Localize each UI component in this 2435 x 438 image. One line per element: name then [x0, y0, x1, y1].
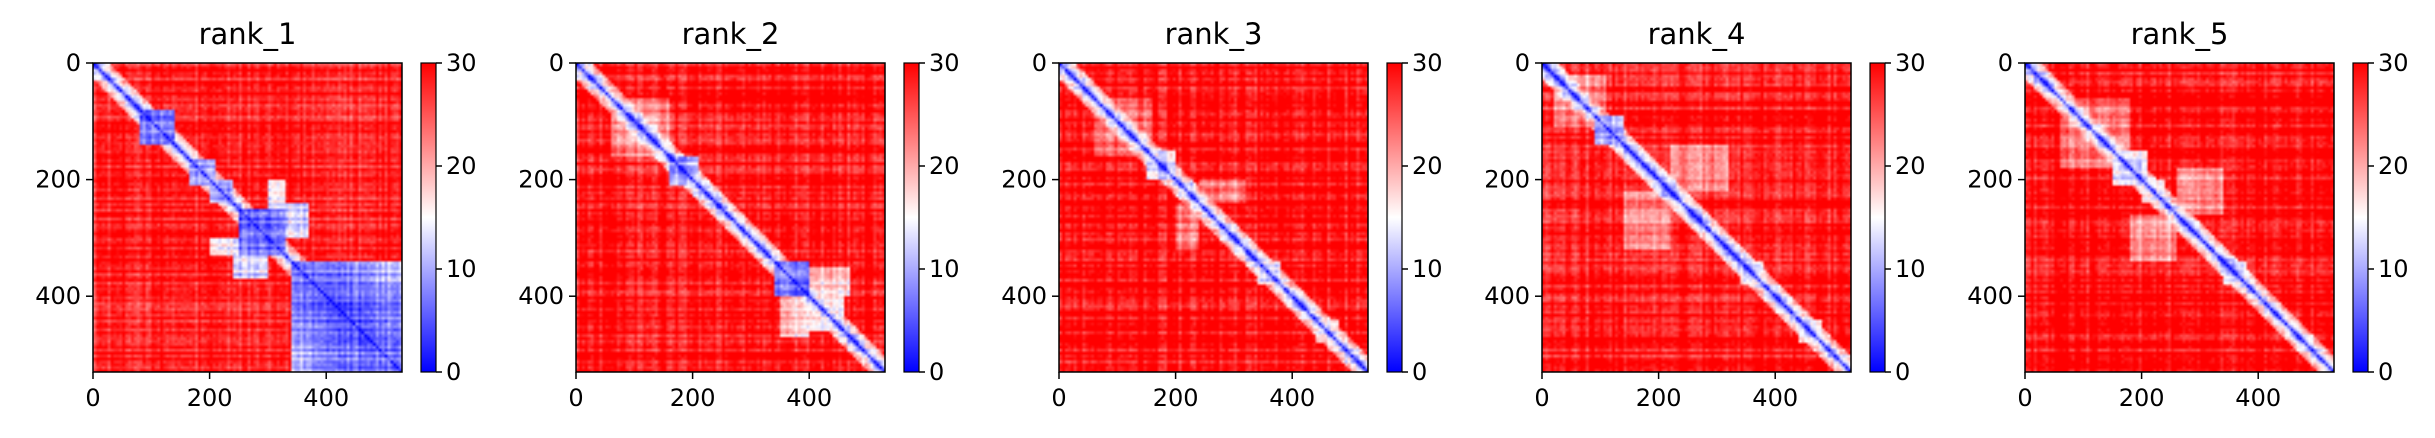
x-tick-label: 0 — [1534, 384, 1549, 412]
y-tick-label: 400 — [518, 282, 564, 310]
x-tick-label: 0 — [2017, 384, 2032, 412]
colorbar-tick-label: 30 — [1895, 49, 1926, 77]
colorbar-tick-label: 20 — [1412, 152, 1443, 180]
chart-title: rank_4 — [1648, 17, 1746, 51]
colorbar: 0 10 20 30 — [903, 49, 960, 386]
x-tick-label: 400 — [786, 384, 832, 412]
heatmap-panel-rank-3: rank_3 0 200 400 0 200 400 0 10 20 30 — [1001, 17, 1442, 412]
colorbar: 0 10 20 30 — [1869, 49, 1926, 386]
colorbar-gradient — [420, 62, 437, 373]
colorbar-tick-label: 0 — [2378, 358, 2393, 386]
x-tick-label: 200 — [670, 384, 716, 412]
y-tick-label: 0 — [549, 49, 564, 77]
colorbar-gradient — [903, 62, 920, 373]
heatmap-image — [576, 63, 885, 372]
colorbar-tick-label: 30 — [2378, 49, 2409, 77]
colorbar: 0 10 20 30 — [2352, 49, 2409, 386]
chart-title: rank_5 — [2131, 17, 2229, 51]
y-tick-label: 200 — [1967, 166, 2013, 194]
colorbar-tick-label: 10 — [446, 255, 477, 283]
colorbar-tick-label: 10 — [1412, 255, 1443, 283]
y-tick-label: 400 — [1001, 282, 1047, 310]
heatmap-panel-rank-4: rank_4 0 200 400 0 200 400 0 10 20 30 — [1484, 17, 1925, 412]
y-tick-label: 0 — [1515, 49, 1530, 77]
colorbar-tick-label: 30 — [446, 49, 477, 77]
colorbar-tick-label: 30 — [1412, 49, 1443, 77]
colorbar-tick-label: 10 — [2378, 255, 2409, 283]
y-tick-label: 200 — [518, 166, 564, 194]
x-tick-label: 0 — [85, 384, 100, 412]
colorbar-gradient — [1869, 62, 1886, 373]
y-tick-label: 400 — [35, 282, 81, 310]
heatmap-image — [2025, 63, 2334, 372]
heatmap-panel-rank-2: rank_2 0 200 400 0 200 400 0 10 20 30 — [518, 17, 959, 412]
y-tick-label: 0 — [1998, 49, 2013, 77]
heatmap-image — [93, 63, 402, 372]
heatmap-image — [1059, 63, 1368, 372]
colorbar: 0 10 20 30 — [420, 49, 477, 386]
axes-frame — [2024, 62, 2335, 373]
colorbar-tick-label: 0 — [1412, 358, 1427, 386]
colorbar-tick-label: 0 — [929, 358, 944, 386]
x-tick-label: 200 — [2119, 384, 2165, 412]
x-tick-label: 200 — [1153, 384, 1199, 412]
colorbar-tick-label: 0 — [446, 358, 461, 386]
heatmap-panel-rank-5: rank_5 0 200 400 0 200 400 0 10 20 30 — [1967, 17, 2408, 412]
heatmap-panel-rank-1: rank_1 0 200 400 0 200 400 0 10 20 30 — [35, 17, 476, 412]
x-tick-label: 200 — [1636, 384, 1682, 412]
heatmap-image — [1542, 63, 1851, 372]
colorbar-tick-label: 0 — [1895, 358, 1910, 386]
x-tick-label: 400 — [2235, 384, 2281, 412]
colorbar: 0 10 20 30 — [1386, 49, 1443, 386]
x-tick-label: 400 — [1269, 384, 1315, 412]
x-tick-label: 200 — [187, 384, 233, 412]
y-tick-label: 0 — [1032, 49, 1047, 77]
x-tick-label: 400 — [1752, 384, 1798, 412]
axes-frame — [1541, 62, 1852, 373]
x-tick-label: 400 — [303, 384, 349, 412]
x-tick-label: 0 — [1051, 384, 1066, 412]
y-tick-label: 400 — [1967, 282, 2013, 310]
colorbar-tick-label: 10 — [929, 255, 960, 283]
axes-frame — [92, 62, 403, 373]
colorbar-gradient — [2352, 62, 2369, 373]
chart-title: rank_1 — [199, 17, 297, 51]
y-tick-label: 400 — [1484, 282, 1530, 310]
y-tick-label: 0 — [66, 49, 81, 77]
colorbar-tick-label: 20 — [446, 152, 477, 180]
colorbar-tick-label: 20 — [929, 152, 960, 180]
colorbar-tick-label: 10 — [1895, 255, 1926, 283]
colorbar-tick-label: 20 — [2378, 152, 2409, 180]
y-tick-label: 200 — [1484, 166, 1530, 194]
x-tick-label: 0 — [568, 384, 583, 412]
colorbar-tick-label: 30 — [929, 49, 960, 77]
chart-title: rank_2 — [682, 17, 780, 51]
y-tick-label: 200 — [35, 166, 81, 194]
y-tick-label: 200 — [1001, 166, 1047, 194]
colorbar-gradient — [1386, 62, 1403, 373]
axes-frame — [1058, 62, 1369, 373]
chart-title: rank_3 — [1165, 17, 1263, 51]
axes-frame — [575, 62, 886, 373]
colorbar-tick-label: 20 — [1895, 152, 1926, 180]
